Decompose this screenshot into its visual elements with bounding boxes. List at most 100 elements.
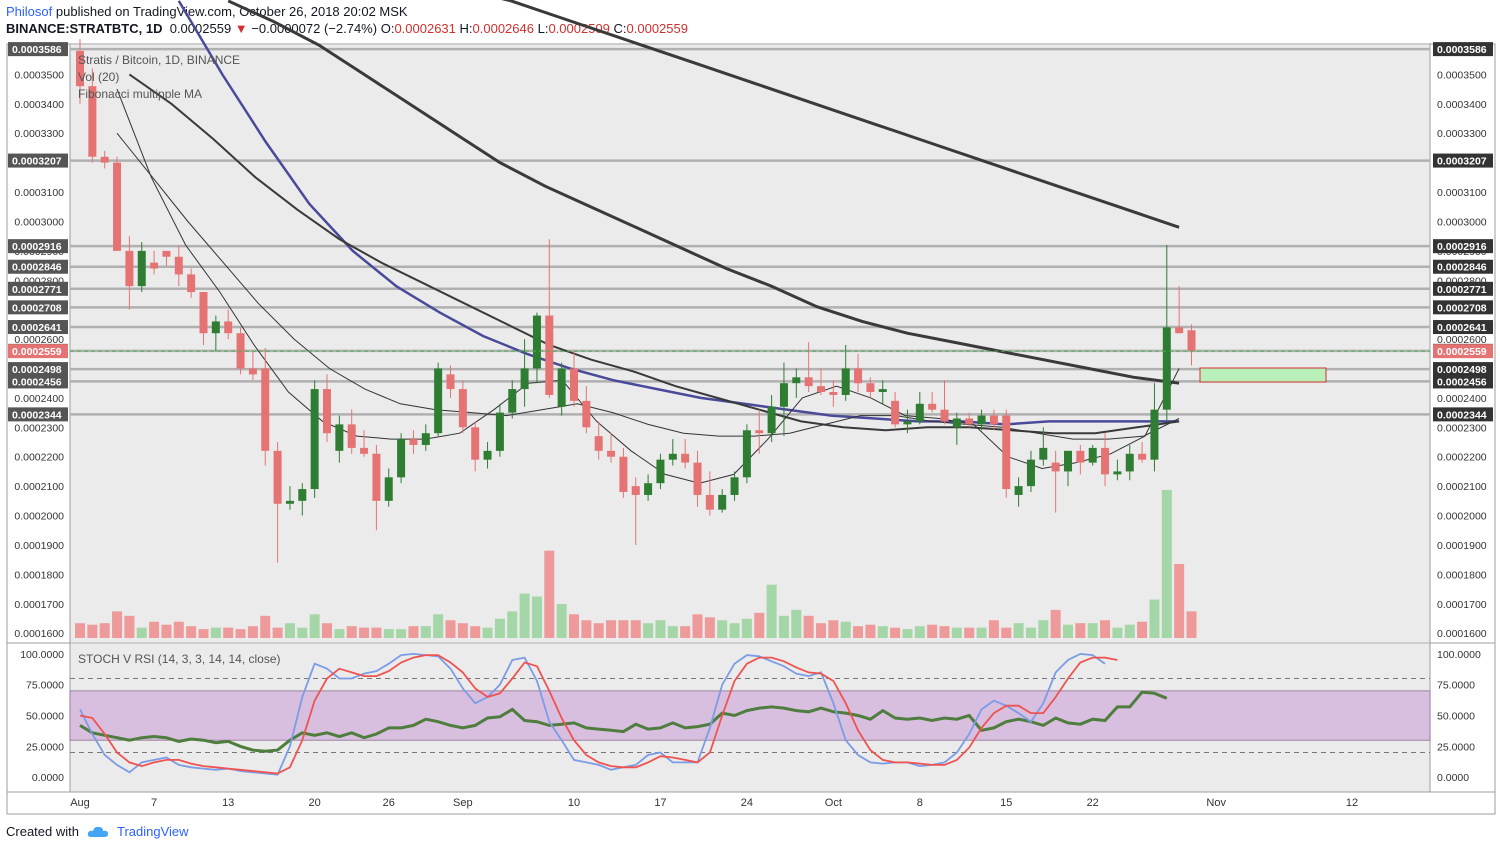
- time-tick: 26: [383, 797, 395, 809]
- volume-bar: [865, 624, 876, 638]
- volume-bar: [988, 620, 999, 638]
- left-level-label: 0.0002456: [12, 376, 62, 388]
- volume-bar: [445, 620, 456, 638]
- left-level-label: 0.0003586: [12, 44, 62, 56]
- left-price-tick: 0.0003300: [14, 128, 64, 140]
- volume-bar: [853, 626, 864, 638]
- left-price-tick: 0.0003400: [14, 99, 64, 111]
- volume-bar: [309, 614, 320, 638]
- time-tick: 24: [741, 797, 753, 809]
- volume-bar: [791, 609, 802, 638]
- candle-body: [619, 456, 628, 493]
- candle-body: [1076, 450, 1085, 463]
- tradingview-link[interactable]: TradingView: [116, 824, 189, 839]
- osc-band: [69, 690, 1431, 741]
- highlight-box[interactable]: [1199, 367, 1327, 383]
- candle-body: [421, 433, 430, 445]
- volume-bar: [1087, 623, 1098, 638]
- time-tick: 15: [1000, 797, 1012, 809]
- right-level-label: 0.0003207: [1437, 156, 1487, 168]
- candle-body: [755, 430, 764, 434]
- right-level-label: 0.0002344: [1437, 409, 1487, 421]
- candle-body: [705, 494, 714, 510]
- candle-body: [779, 383, 788, 407]
- legend-title: Stratis / Bitcoin, 1D, BINANCE: [78, 53, 240, 67]
- right-level-label-bg: [1433, 407, 1493, 422]
- volume-bar: [667, 626, 678, 638]
- volume-bar: [149, 621, 160, 638]
- volume-bar: [260, 615, 271, 638]
- time-tick: 8: [917, 797, 923, 809]
- volume-bar: [1013, 623, 1024, 638]
- volume-bar: [692, 614, 703, 638]
- volume-bar: [346, 626, 357, 638]
- volume-bar: [420, 626, 431, 638]
- left-level-label: 0.0002771: [12, 284, 62, 296]
- volume-bar: [1161, 490, 1172, 638]
- legend-ma: Fibonacci multipple MA: [78, 87, 202, 101]
- volume-bar: [284, 623, 295, 638]
- candle-body: [471, 427, 480, 460]
- candle-body: [1101, 447, 1110, 475]
- candle-body: [446, 374, 455, 390]
- ma-thin-line: [116, 132, 1180, 440]
- volume-bar: [902, 629, 913, 638]
- candle-body: [273, 450, 282, 504]
- candle-body: [532, 315, 541, 369]
- right-level-label: 0.0002771: [1437, 284, 1487, 296]
- volume-bar: [396, 629, 407, 638]
- left-level-label-bg: [8, 374, 68, 389]
- candle-body: [347, 424, 356, 448]
- volume-bar: [1063, 624, 1073, 638]
- right-price-tick: 0.0002000: [1437, 511, 1487, 523]
- candle-body: [162, 250, 171, 257]
- volume-bar: [766, 584, 777, 638]
- down-arrow-icon: ▼: [234, 21, 248, 36]
- volume-bar: [556, 603, 567, 638]
- tradingview-cloud-icon: [87, 826, 108, 837]
- author-link[interactable]: Philosof: [6, 4, 53, 19]
- volume-bar: [544, 550, 555, 638]
- right-level-label: 0.0002641: [1437, 322, 1487, 334]
- right-level-label-bg: [1433, 320, 1493, 335]
- candle-body: [1026, 459, 1035, 487]
- time-tick: Oct: [825, 797, 842, 809]
- right-level-label-bg: [1433, 281, 1493, 296]
- candle-body: [792, 377, 801, 384]
- right-level-label-bg: [1433, 153, 1493, 168]
- ma-dark-line: [501, 0, 1180, 229]
- candle-body: [335, 424, 344, 451]
- right-price-axis: 0.0001600 0.0001700 0.0001800 0.0001900 0.00…: [1433, 42, 1493, 784]
- time-tick: 12: [1346, 797, 1358, 809]
- volume-bar: [173, 621, 184, 638]
- right-price-tick: 0.0002200: [1437, 452, 1487, 464]
- candlesticks: [76, 39, 1196, 563]
- right-level-label: 0.0002916: [1437, 241, 1487, 253]
- candle-body: [891, 400, 900, 425]
- volume-bar: [1186, 611, 1197, 638]
- right-price-tick: 0.0003400: [1437, 99, 1487, 111]
- close-label: C:: [613, 21, 627, 36]
- volume-bar: [359, 627, 370, 638]
- volume-bar: [1149, 599, 1160, 638]
- candle-body: [866, 383, 875, 393]
- candle-body: [594, 436, 603, 451]
- left-price-tick: 0.0002200: [14, 452, 64, 464]
- candle-body: [397, 439, 406, 478]
- left-level-label-bg: [8, 239, 68, 254]
- candle-body: [742, 430, 751, 478]
- right-price-tick: 0.0003100: [1437, 187, 1487, 199]
- time-tick: 20: [309, 797, 321, 809]
- left-level-label-bg: [8, 153, 68, 168]
- right-osc-tick: 0.0000: [1437, 772, 1469, 784]
- candle-body: [1051, 462, 1060, 472]
- volume-bar: [803, 615, 814, 638]
- chart-header: Philosof published on TradingView.com, O…: [6, 3, 688, 37]
- volume-bar: [494, 618, 505, 638]
- left-price-tick: 0.0003500: [14, 69, 64, 81]
- candle-body: [1150, 409, 1159, 460]
- volume-bars: [75, 490, 1197, 638]
- volume-bar: [408, 626, 419, 638]
- candle-body: [582, 400, 591, 428]
